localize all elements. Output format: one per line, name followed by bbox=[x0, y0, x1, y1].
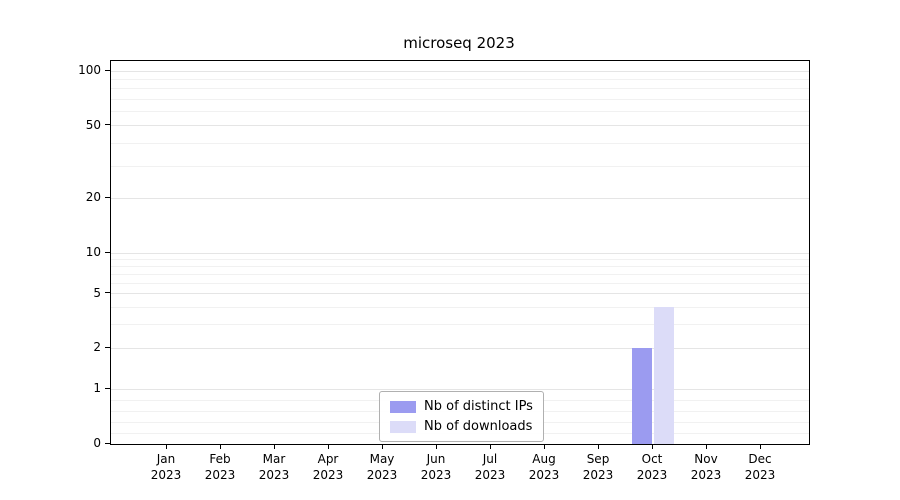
y-tick-mark bbox=[105, 251, 110, 253]
y-tick-mark bbox=[105, 442, 110, 444]
y-tick-label: 5 bbox=[93, 285, 101, 300]
gridline bbox=[111, 125, 809, 127]
gridline bbox=[111, 306, 809, 308]
x-tick-label: Jan 2023 bbox=[150, 452, 182, 482]
x-tick-label: Apr 2023 bbox=[312, 452, 344, 482]
x-tick-mark bbox=[220, 445, 221, 449]
x-tick-label: Dec 2023 bbox=[744, 452, 776, 482]
x-tick-label: May 2023 bbox=[366, 452, 398, 482]
gridline bbox=[111, 110, 809, 112]
gridline bbox=[111, 258, 809, 260]
y-tick-mark bbox=[105, 196, 110, 198]
legend-swatch-downloads bbox=[390, 420, 416, 433]
x-tick-mark bbox=[328, 445, 329, 449]
x-tick-label: Feb 2023 bbox=[204, 452, 236, 482]
plot-area: Nb of distinct IPs Nb of downloads bbox=[110, 60, 810, 445]
x-tick-mark bbox=[544, 445, 545, 449]
x-tick-label: Oct 2023 bbox=[636, 452, 668, 482]
x-tick-mark bbox=[706, 445, 707, 449]
gridline bbox=[111, 252, 809, 254]
x-tick-mark bbox=[652, 445, 653, 449]
x-tick-label: Mar 2023 bbox=[258, 452, 290, 482]
y-tick-label: 100 bbox=[78, 63, 101, 77]
y-tick-label: 0 bbox=[93, 436, 101, 450]
y-tick-label: 10 bbox=[85, 245, 101, 259]
y-tick-label: 20 bbox=[85, 190, 101, 205]
y-tick-label: 2 bbox=[93, 340, 101, 355]
gridline bbox=[111, 347, 809, 349]
legend-item-distinct-ips: Nb of distinct IPs bbox=[390, 399, 533, 414]
legend: Nb of distinct IPs Nb of downloads bbox=[379, 391, 544, 442]
gridline bbox=[111, 273, 809, 275]
y-tick-mark bbox=[105, 124, 110, 126]
legend-item-downloads: Nb of downloads bbox=[390, 419, 533, 434]
gridline bbox=[111, 98, 809, 100]
gridline bbox=[111, 197, 809, 199]
gridline bbox=[111, 142, 809, 144]
x-tick-mark bbox=[274, 445, 275, 449]
x-tick-mark bbox=[598, 445, 599, 449]
x-tick-label: Nov 2023 bbox=[690, 452, 722, 482]
y-tick-mark bbox=[105, 69, 110, 71]
x-tick-label: Aug 2023 bbox=[528, 452, 560, 482]
y-tick-label: 50 bbox=[85, 117, 101, 132]
chart-title: microseq 2023 bbox=[403, 34, 515, 52]
gridline bbox=[111, 293, 809, 295]
gridline bbox=[111, 282, 809, 284]
legend-swatch-distinct-ips bbox=[390, 400, 416, 413]
bar-downloads bbox=[654, 307, 674, 444]
x-tick-mark bbox=[436, 445, 437, 449]
y-tick-mark bbox=[105, 387, 110, 389]
gridline bbox=[111, 165, 809, 167]
gridline bbox=[111, 388, 809, 390]
y-tick-mark bbox=[105, 292, 110, 294]
x-tick-label: Jun 2023 bbox=[420, 452, 452, 482]
x-tick-mark bbox=[760, 445, 761, 449]
gridline bbox=[111, 88, 809, 90]
gridline bbox=[111, 323, 809, 325]
y-tick-label: 1 bbox=[93, 381, 101, 395]
legend-label-downloads: Nb of downloads bbox=[424, 419, 533, 434]
y-tick-mark bbox=[105, 346, 110, 348]
legend-label-distinct-ips: Nb of distinct IPs bbox=[424, 399, 533, 414]
gridline bbox=[111, 265, 809, 267]
x-tick-mark bbox=[166, 445, 167, 449]
bar-distinct-ips bbox=[632, 348, 652, 444]
x-tick-mark bbox=[490, 445, 491, 449]
x-tick-label: Sep 2023 bbox=[582, 452, 614, 482]
x-tick-label: Jul 2023 bbox=[474, 452, 506, 482]
x-tick-mark bbox=[382, 445, 383, 449]
gridline bbox=[111, 70, 809, 72]
gridline bbox=[111, 78, 809, 80]
